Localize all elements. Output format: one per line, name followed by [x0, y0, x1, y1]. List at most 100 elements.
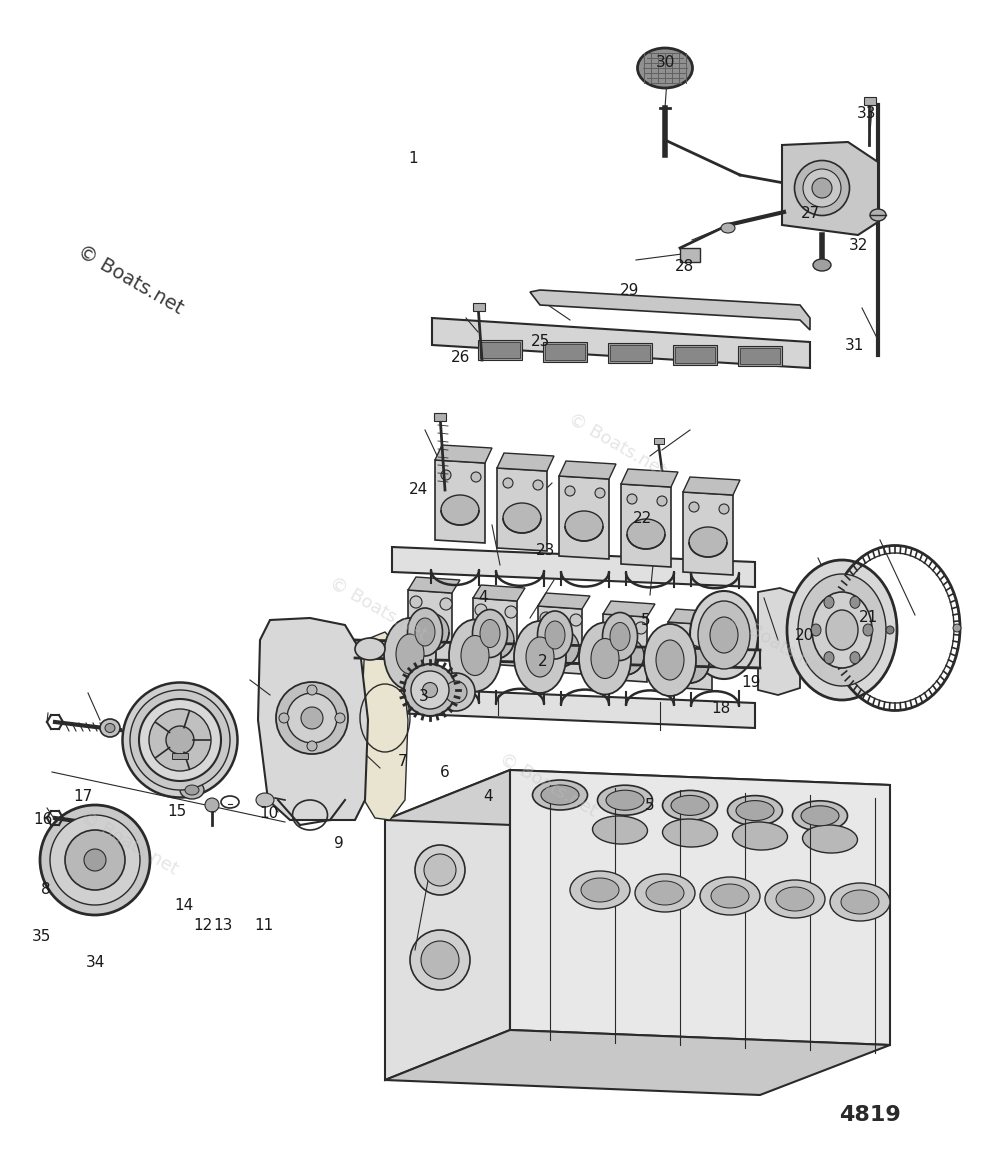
- Ellipse shape: [662, 790, 717, 821]
- Ellipse shape: [671, 795, 709, 815]
- Ellipse shape: [411, 612, 449, 651]
- Ellipse shape: [830, 883, 890, 922]
- Bar: [172, 753, 188, 759]
- Ellipse shape: [811, 624, 821, 636]
- Ellipse shape: [591, 638, 619, 678]
- Polygon shape: [392, 689, 755, 728]
- Ellipse shape: [307, 685, 317, 696]
- Ellipse shape: [711, 884, 749, 908]
- Ellipse shape: [396, 634, 424, 674]
- Ellipse shape: [710, 617, 738, 653]
- Ellipse shape: [287, 693, 337, 744]
- Text: 21: 21: [859, 610, 878, 624]
- Polygon shape: [497, 453, 554, 471]
- Ellipse shape: [180, 781, 204, 799]
- Bar: [675, 347, 715, 363]
- Polygon shape: [530, 290, 810, 330]
- Text: 7: 7: [397, 754, 407, 768]
- Ellipse shape: [307, 741, 317, 751]
- Ellipse shape: [415, 618, 435, 646]
- Ellipse shape: [384, 618, 436, 690]
- Ellipse shape: [776, 886, 814, 911]
- Text: 10: 10: [259, 807, 279, 821]
- Text: 1: 1: [408, 151, 418, 165]
- Ellipse shape: [545, 621, 565, 649]
- Polygon shape: [621, 484, 671, 567]
- Text: 23: 23: [536, 543, 556, 557]
- Ellipse shape: [953, 624, 961, 632]
- Ellipse shape: [736, 801, 774, 821]
- Ellipse shape: [627, 494, 637, 504]
- Ellipse shape: [670, 628, 682, 641]
- Ellipse shape: [533, 780, 588, 810]
- Ellipse shape: [690, 591, 758, 679]
- Ellipse shape: [503, 504, 541, 533]
- Bar: [680, 248, 700, 262]
- Ellipse shape: [646, 881, 684, 905]
- Text: 9: 9: [334, 836, 344, 850]
- Ellipse shape: [644, 624, 696, 696]
- Text: © Boats.net: © Boats.net: [74, 242, 186, 319]
- Text: 18: 18: [711, 701, 731, 715]
- Ellipse shape: [541, 629, 579, 667]
- Ellipse shape: [812, 593, 872, 667]
- Polygon shape: [668, 622, 712, 690]
- Ellipse shape: [824, 652, 834, 664]
- Polygon shape: [385, 1030, 890, 1095]
- Bar: [473, 303, 485, 311]
- Ellipse shape: [850, 652, 860, 664]
- Text: © Boats.net: © Boats.net: [725, 609, 829, 679]
- Ellipse shape: [579, 623, 631, 694]
- Ellipse shape: [505, 607, 517, 618]
- Ellipse shape: [689, 527, 727, 557]
- Text: 4: 4: [478, 590, 488, 604]
- Ellipse shape: [471, 472, 481, 482]
- Ellipse shape: [411, 671, 449, 708]
- Ellipse shape: [540, 612, 552, 624]
- Ellipse shape: [301, 707, 323, 730]
- Ellipse shape: [610, 623, 630, 651]
- Ellipse shape: [84, 849, 106, 871]
- Ellipse shape: [445, 682, 467, 703]
- Ellipse shape: [185, 785, 199, 795]
- Text: 29: 29: [620, 283, 639, 297]
- Text: 15: 15: [167, 804, 187, 819]
- Ellipse shape: [637, 48, 692, 88]
- Text: 34: 34: [86, 956, 106, 970]
- Ellipse shape: [787, 560, 897, 700]
- Ellipse shape: [440, 598, 452, 610]
- Text: 4: 4: [483, 789, 493, 803]
- Ellipse shape: [606, 637, 644, 674]
- Polygon shape: [473, 598, 517, 666]
- Ellipse shape: [441, 470, 451, 480]
- Ellipse shape: [593, 816, 647, 844]
- Ellipse shape: [123, 683, 237, 797]
- Ellipse shape: [441, 495, 479, 525]
- Text: © Boats.net: © Boats.net: [78, 808, 181, 878]
- Ellipse shape: [65, 830, 125, 890]
- Text: 17: 17: [73, 789, 93, 803]
- Ellipse shape: [719, 504, 729, 514]
- Ellipse shape: [40, 804, 150, 915]
- Polygon shape: [432, 319, 810, 368]
- Polygon shape: [473, 586, 525, 601]
- Bar: [654, 438, 664, 444]
- Ellipse shape: [798, 574, 886, 686]
- Ellipse shape: [812, 178, 832, 198]
- Bar: [738, 345, 782, 367]
- Ellipse shape: [863, 624, 873, 636]
- Ellipse shape: [595, 488, 605, 498]
- Ellipse shape: [721, 222, 735, 233]
- Polygon shape: [510, 771, 890, 1045]
- Polygon shape: [538, 593, 590, 609]
- Ellipse shape: [700, 877, 760, 915]
- Text: 5: 5: [644, 799, 654, 813]
- Ellipse shape: [437, 673, 475, 711]
- Polygon shape: [408, 590, 452, 658]
- Text: 20: 20: [795, 629, 815, 643]
- Polygon shape: [544, 639, 566, 657]
- Ellipse shape: [475, 604, 487, 616]
- Polygon shape: [408, 577, 460, 593]
- Text: 13: 13: [213, 918, 233, 932]
- Bar: [545, 343, 585, 359]
